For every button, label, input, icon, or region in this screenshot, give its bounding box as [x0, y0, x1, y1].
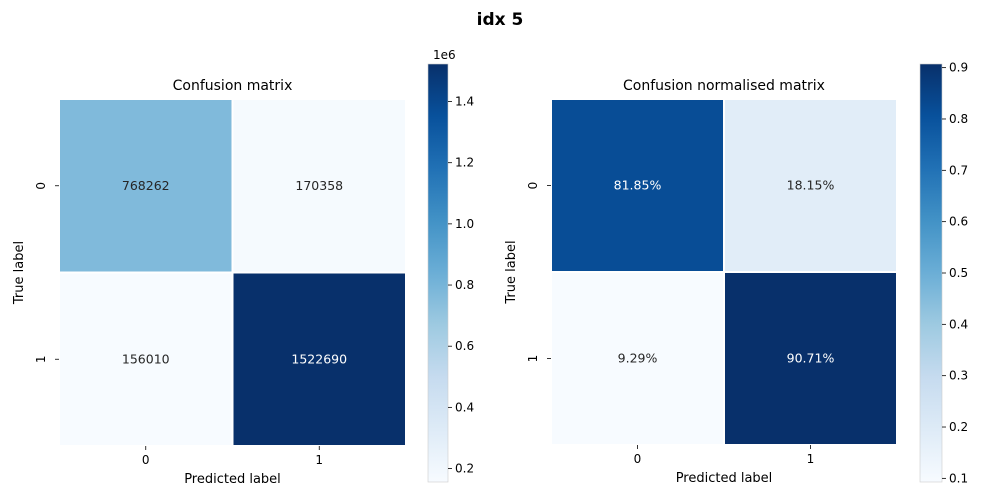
colorbar-tick-label-4: 1.0 — [455, 217, 474, 231]
x-tick-label-1: 1 — [315, 453, 323, 467]
y-tick-label-1: 1 — [526, 355, 540, 363]
colorbar-tick-label-5: 0.6 — [949, 215, 968, 229]
cell-label-1-0: 156010 — [122, 351, 170, 366]
confusion-matrix-panel: Confusion matrix 768262 170358 156010 152269… — [12, 48, 474, 487]
cell-label-0-1: 18.15% — [787, 178, 835, 193]
x-tick-label-1: 1 — [807, 452, 815, 466]
colorbar-tick-label-2: 0.3 — [949, 369, 968, 383]
colorbar-tick-label-1: 0.2 — [949, 420, 968, 434]
y-axis-label: True label — [504, 240, 519, 304]
colorbar-tick-label-7: 0.8 — [949, 112, 968, 126]
heatmap-cell-0-1 — [723, 98, 898, 273]
heatmap-cell-1-0 — [550, 271, 725, 446]
colorbar-tick-label-2: 0.6 — [455, 339, 474, 353]
heatmap-cell-1-0 — [58, 271, 234, 447]
y-axis-label: True label — [12, 241, 27, 305]
colorbar-tick-label-4: 0.5 — [949, 266, 968, 280]
colorbar-tick-label-3: 0.4 — [949, 317, 968, 331]
y-tick-label-0: 0 — [34, 182, 48, 190]
confusion-normalised-matrix-panel: Confusion normalised matrix 81.85% 18.15% 9… — [504, 61, 968, 486]
colorbar-tick-label-1: 0.4 — [455, 400, 474, 414]
y-tick-label-1: 1 — [34, 355, 48, 363]
cell-label-0-1: 170358 — [295, 178, 343, 193]
colorbar-tick-label-0: 0.1 — [949, 471, 968, 485]
cell-label-1-0: 9.29% — [618, 351, 658, 366]
cell-label-0-0: 768262 — [122, 178, 170, 193]
colorbar-tick-label-6: 1.4 — [455, 95, 474, 109]
chart-title: Confusion normalised matrix — [623, 78, 825, 94]
colorbar-offset-text: 1e6 — [433, 48, 456, 62]
heatmap-cell-1-1 — [231, 271, 407, 447]
colorbar-tick-label-6: 0.7 — [949, 163, 968, 177]
colorbar-tick-label-0: 0.2 — [455, 462, 474, 476]
x-tick-label-0: 0 — [142, 453, 150, 467]
colorbar-tick-label-3: 0.8 — [455, 278, 474, 292]
x-axis-label: Predicted label — [184, 472, 281, 487]
figure-suptitle: idx 5 — [477, 10, 524, 30]
heatmap-cell-0-1 — [231, 98, 407, 274]
cell-label-0-0: 81.85% — [614, 178, 662, 193]
cell-label-1-1: 1522690 — [291, 351, 347, 366]
x-tick-label-0: 0 — [634, 452, 642, 466]
y-tick-label-0: 0 — [526, 182, 540, 190]
colorbar-frame — [427, 63, 449, 483]
heatmap-cell-0-0 — [550, 98, 725, 273]
colorbar — [428, 64, 448, 482]
cell-label-1-1: 90.71% — [787, 351, 835, 366]
colorbar-tick-label-5: 1.2 — [455, 156, 474, 170]
x-axis-label: Predicted label — [676, 471, 773, 486]
colorbar — [920, 64, 942, 482]
chart-title: Confusion matrix — [173, 78, 293, 94]
colorbar-tick-label-8: 0.9 — [949, 61, 968, 75]
heatmap-cell-0-0 — [58, 98, 234, 274]
